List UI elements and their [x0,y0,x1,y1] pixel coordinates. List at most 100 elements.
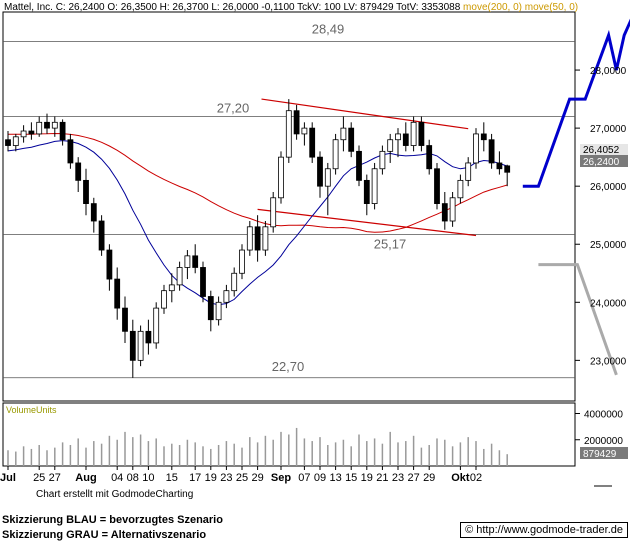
last-price-tag: 26,2400 [583,157,620,168]
y-tick-label: 28,0000 [590,66,627,77]
candle-body [12,136,19,146]
candle-body [465,162,472,181]
candle-body [496,162,503,170]
x-tick-label: 08 [127,472,139,484]
scenario-legend: Skizzierung BLAU = bevorzugtes Szenario … [2,513,223,543]
candle-body [379,150,386,170]
ma50-line [7,140,508,306]
candle-body [98,220,105,251]
candle-body [418,121,425,146]
candle-body [473,133,479,164]
scenario-blue-line [522,18,630,188]
x-tick-label: 21 [376,472,388,484]
volume-tag-box [580,447,628,459]
candle-body [317,156,323,187]
candle-body [363,179,370,204]
x-tick-label: Aug [75,472,96,484]
x-tick-label: Jul [0,472,16,484]
price-panel [2,11,576,402]
volume-label: VolumeUnits [6,405,57,415]
x-tick-label: 04 [111,472,123,484]
candle-body [129,330,136,361]
candle-body [254,226,261,251]
candle-body [176,267,183,286]
level-label: 22,70 [272,359,305,374]
candle-body [215,301,222,321]
candle-body [200,267,206,297]
volume-tick-label: 4000000 [584,410,623,421]
x-tick-label: 10 [142,472,154,484]
x-tick-label: 23 [220,472,232,484]
support-resistance-layer: 28,49 27,20 25,17 22,70 [3,22,575,379]
x-tick-label: 25 [236,472,248,484]
trend-channel-layer [257,98,477,237]
candle-body [239,249,245,274]
y-tick-label: 23,0000 [590,356,627,367]
candle-body [246,226,253,251]
y-tick-label: 25,0000 [590,240,627,251]
candle-body [153,307,160,344]
candle-body [441,203,448,222]
scenario-gray-line [538,263,618,376]
candle-body [184,255,191,268]
volume-layer [7,427,508,466]
candle-body [387,139,394,152]
blue-price-tag: 26,4052 [583,145,620,156]
candle-body [488,139,495,164]
candle-body [192,255,199,268]
x-tick-label: 23 [392,472,404,484]
legend-gray: Skizzierung GRAU = Alternativszenario [2,529,207,541]
x-tick-label: 25 [33,472,45,484]
candle-body [145,330,152,344]
channel-line [257,208,477,237]
candle-body [75,162,82,181]
candle-body [301,127,308,135]
candle-body [5,139,11,146]
x-tick-label: 17 [189,472,201,484]
candle-body [59,121,66,141]
candle-body [90,203,97,222]
candle-body [106,249,113,280]
candle-body [480,133,487,141]
x-tick-label: 27 [407,472,419,484]
candle-body [285,110,292,158]
candle-body [504,165,511,173]
x-tick-label: 19 [361,472,373,484]
x-tick-label: 29 [423,472,435,484]
x-tick-label: 02 [470,472,482,484]
blue-price-tag-box [580,144,628,155]
candle-body [410,121,417,146]
candle-body [262,226,269,251]
candle-body [161,290,167,309]
candle-body [51,121,58,129]
scenario-layer [522,18,630,376]
candle-body [207,296,214,321]
level-label: 28,49 [312,22,345,37]
candle-body [395,133,401,141]
candle-body [449,197,456,222]
candle-body [278,156,284,199]
header-ma200: move(200, 0) [463,2,522,13]
x-tick-label: 19 [205,472,217,484]
x-tick-label: Sep [271,472,291,484]
source-link[interactable]: © http://www.godmode-trader.de [460,522,628,538]
channel-line [261,98,469,130]
candle-body [332,139,339,170]
x-tick-label: 13 [329,472,341,484]
x-tick-label: 15 [345,472,357,484]
header-ma50: move(50, 0) [524,2,579,13]
header-ohlc: C: 26,2400 O: 26,3500 H: 26,3700 L: 26,0… [55,2,461,13]
y-tick-label: 26,0000 [590,182,627,193]
candle-body [231,272,238,292]
level-label: 25,17 [374,236,407,251]
axis-layer: 23,0000 24,0000 25,0000 26,0000 27,0000 28,00… [0,66,627,484]
candle-body [293,110,300,135]
last-price-tag-box [580,155,628,167]
candle-body [223,290,230,303]
candle-body [309,127,316,158]
candle-body [67,139,74,164]
header-title: Mattel, Inc. [4,2,53,13]
candle-body [457,179,464,199]
chart-header: Mattel, Inc. C: 26,2400 O: 26,3500 H: 26… [4,2,578,13]
candle-body [36,121,43,135]
